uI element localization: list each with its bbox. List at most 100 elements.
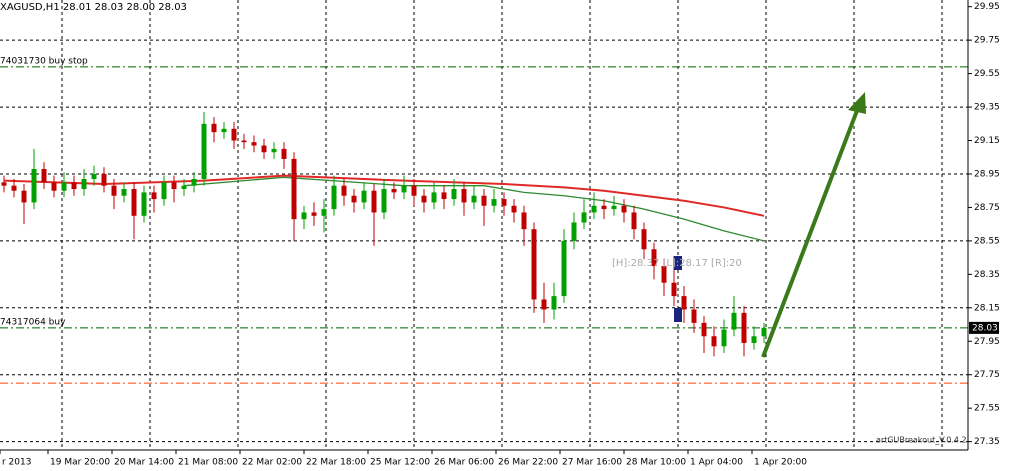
y-tick-label: 28.75 [974, 203, 1000, 213]
candle-body [91, 173, 97, 179]
order-label: 74317064 buy [0, 317, 66, 327]
candle-body [241, 140, 247, 143]
y-tick-label: 28.95 [974, 169, 1000, 179]
candle-body [711, 336, 717, 347]
candle-body [381, 189, 387, 213]
x-tick-label: 1 Apr 20:00 [754, 458, 807, 468]
y-tick-label: 27.35 [974, 437, 1000, 447]
y-tick-label: 28.15 [974, 303, 1000, 313]
candle-body [161, 182, 167, 200]
candle-body [181, 185, 187, 190]
candle-body [261, 145, 267, 153]
candle-body [361, 190, 367, 203]
candle-body [471, 195, 477, 203]
candle-body [741, 312, 747, 343]
candle-body [761, 327, 767, 337]
candle-body [281, 148, 287, 159]
candle-body [211, 123, 217, 133]
y-tick-label: 27.95 [974, 337, 1000, 347]
candle-body [271, 148, 277, 153]
candle-body [661, 265, 667, 283]
y-tick-label: 29.35 [974, 103, 1000, 113]
candle-body [691, 309, 697, 323]
candle-body [411, 185, 417, 196]
candle-body [51, 182, 57, 191]
y-tick-label: 28.55 [974, 236, 1000, 246]
candle-body [341, 185, 347, 196]
moving-average [3, 174, 765, 217]
candle-body [731, 312, 737, 330]
candle-body [491, 199, 497, 206]
candle-body [191, 178, 197, 186]
candle-body [621, 205, 627, 213]
candle-body [751, 336, 757, 343]
x-tick-label: 28 Mar 10:00 [626, 458, 686, 468]
candle-body [561, 240, 567, 297]
candle-body [331, 185, 337, 210]
x-tick-label: 22 Mar 02:00 [242, 458, 302, 468]
x-tick-label: 25 Mar 12:00 [370, 458, 430, 468]
x-tick-label: 27 Mar 16:00 [562, 458, 622, 468]
arrow [761, 107, 860, 358]
candle-body [601, 205, 607, 210]
candle-body [81, 178, 87, 190]
candle-body [721, 329, 727, 347]
candle-body [481, 195, 487, 206]
candle-body [641, 229, 647, 250]
box-marker [674, 308, 682, 322]
y-tick-label: 29.75 [974, 36, 1000, 46]
grid [0, 0, 968, 450]
plot [1, 112, 767, 357]
candle-body [421, 195, 427, 203]
candle-body [151, 192, 157, 200]
price-box [969, 321, 999, 334]
candle-body [131, 189, 137, 216]
box-marker [674, 256, 682, 270]
x-tick-label: 26 Mar 06:00 [434, 458, 494, 468]
candle-body [291, 158, 297, 220]
candle-body [391, 189, 397, 193]
candle-body [121, 189, 127, 196]
y-tick-label: 27.55 [974, 404, 1000, 414]
candle-body [71, 182, 77, 190]
candle-body [11, 185, 17, 191]
x-tick-label: 26 Mar 22:00 [498, 458, 558, 468]
candle-body [571, 222, 577, 241]
candle-body [231, 128, 237, 141]
y-tick-label: 29.95 [974, 2, 1000, 12]
candle-body [371, 190, 377, 213]
candle-body [401, 185, 407, 193]
candle-body [501, 199, 507, 206]
candle-body [101, 173, 107, 186]
x-tick-label: r 2013 [2, 458, 31, 468]
candle-body [511, 205, 517, 213]
candle-body [681, 296, 687, 310]
candle-body [671, 282, 677, 297]
candle-body [431, 192, 437, 203]
order-label: 74031730 buy stop [0, 56, 88, 66]
x-tick-label: 1 Apr 04:00 [690, 458, 743, 468]
candle-body [221, 128, 227, 133]
candle-body [141, 192, 147, 216]
candle-body [31, 168, 37, 203]
candle-body [631, 212, 637, 230]
x-tick-label: 22 Mar 18:00 [306, 458, 366, 468]
candle-body [21, 190, 27, 203]
indicator-name: artGUBreakout_V.0.4.2 [876, 436, 967, 445]
candle-body [611, 205, 617, 210]
candle-body [581, 212, 587, 223]
candle-body [591, 205, 597, 213]
candle-body [251, 142, 257, 146]
candle-body [1, 182, 7, 186]
candle-body [41, 168, 47, 183]
y-tick-label: 29.55 [974, 69, 1000, 79]
candle-body [311, 212, 317, 216]
y-tick-label: 28.35 [974, 270, 1000, 280]
y-tick-label: 27.75 [974, 370, 1000, 380]
candle-body [521, 212, 527, 230]
candle-body [201, 123, 207, 179]
candle-body [531, 229, 537, 300]
candle-body [651, 249, 657, 266]
